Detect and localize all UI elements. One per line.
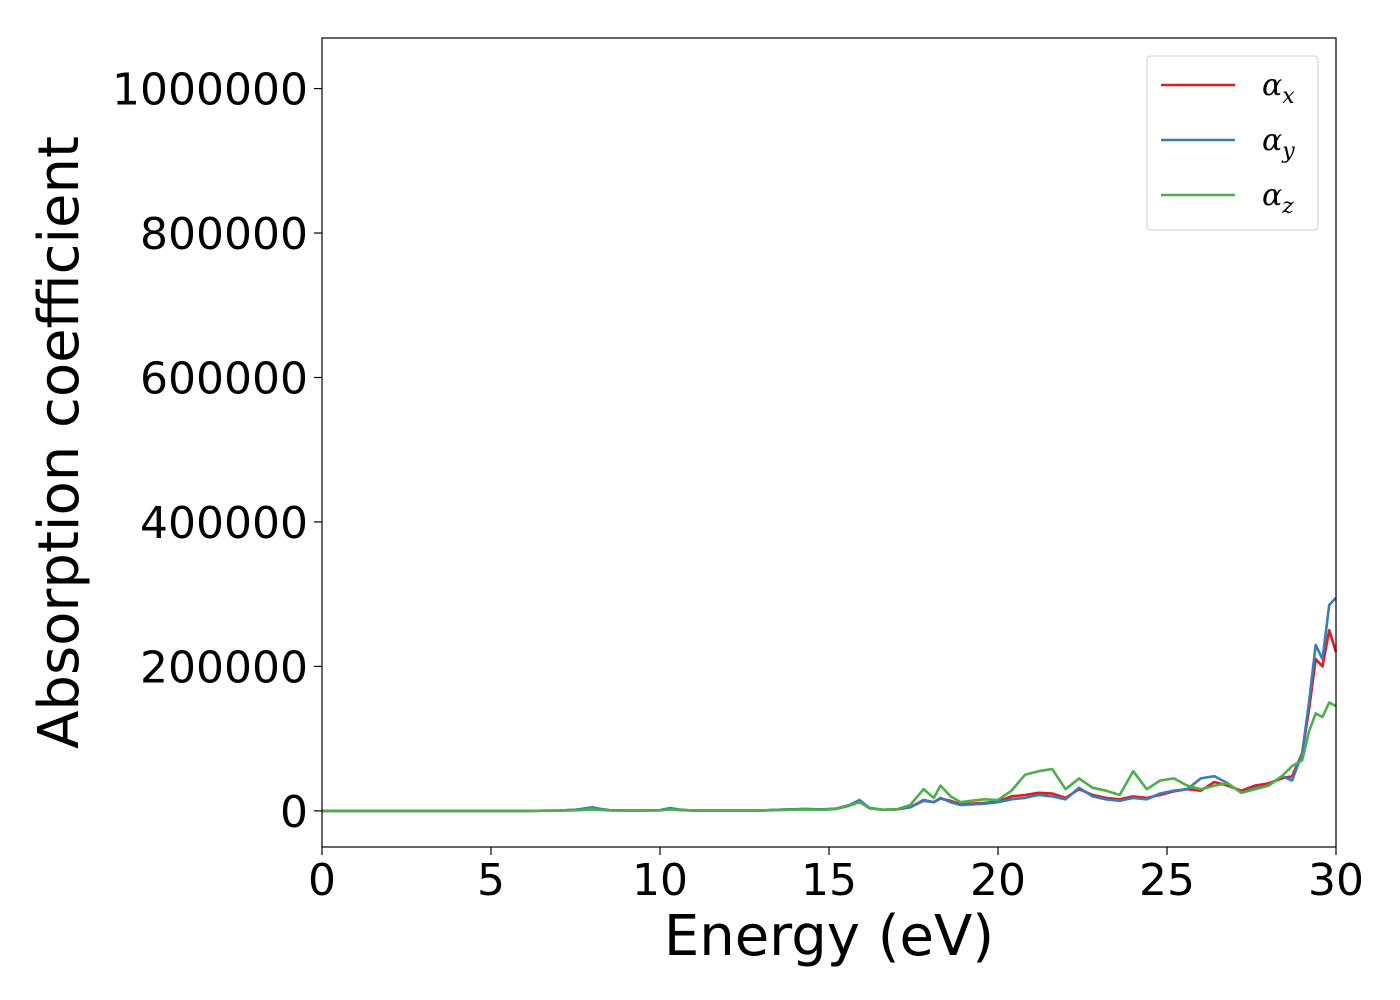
legend-label: αy: [1262, 123, 1295, 164]
x-tick-label: 5: [477, 855, 505, 906]
y-tick-label: 1000000: [112, 65, 308, 116]
x-tick-label: 25: [1139, 855, 1195, 906]
series-line-y: [322, 596, 1337, 813]
legend-label-main: α: [1262, 123, 1282, 158]
legend-label-main: α: [1262, 178, 1282, 213]
y-tick-label: 200000: [140, 642, 308, 693]
x-axis-label: Energy (eV): [664, 904, 994, 969]
series-line-z: [322, 701, 1337, 813]
x-tick-label: 30: [1308, 855, 1364, 906]
series-layer: [322, 596, 1338, 813]
x-tick-label: 10: [632, 855, 688, 906]
y-axis-label: Absorption coefficient: [27, 136, 92, 749]
y-tick-label: 600000: [140, 353, 308, 404]
legend-label-sub: x: [1282, 84, 1295, 109]
y-tick-label: 0: [280, 787, 308, 838]
x-axis-ticks: 0 5 10 15 20 25 30: [308, 847, 1364, 906]
y-axis-ticks: 0 200000 400000 600000 800000 1000000: [112, 65, 322, 838]
legend-item-x: αx: [1161, 68, 1295, 109]
x-tick-label: 20: [970, 855, 1026, 906]
legend-label: αz: [1262, 178, 1294, 219]
x-tick-label: 15: [801, 855, 857, 906]
legend-box: [1146, 55, 1319, 231]
legend-item-z: αz: [1161, 178, 1294, 219]
legend-item-y: αy: [1161, 123, 1295, 164]
y-tick-label: 800000: [140, 209, 308, 260]
legend-label-sub: z: [1281, 194, 1294, 219]
x-tick-label: 0: [308, 855, 336, 906]
legend-label-sub: y: [1281, 139, 1295, 164]
legend-label: αx: [1262, 68, 1295, 109]
y-tick-label: 400000: [140, 498, 308, 549]
legend-label-main: α: [1262, 68, 1282, 103]
